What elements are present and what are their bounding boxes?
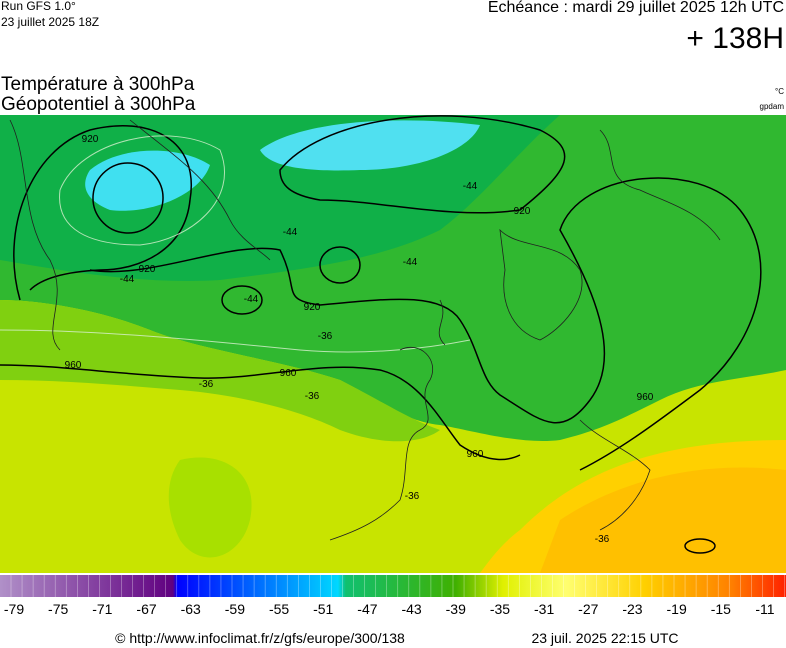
colorbar-label: -19: [667, 601, 687, 617]
temperature-label: -36: [199, 379, 214, 390]
lead-time: + 138H: [686, 22, 784, 55]
run-label: Run GFS 1.0°: [1, 0, 76, 13]
colorbar-label: -55: [269, 601, 289, 617]
colorbar-label: -15: [711, 601, 731, 617]
geopotential-label: 960: [65, 360, 82, 371]
temperature-label: -44: [463, 181, 478, 192]
colorbar-label: -11: [755, 601, 774, 617]
geopotential-label: 960: [280, 368, 297, 379]
colorbar-label: -75: [48, 601, 68, 617]
map-labels: 920 920 920 920 960 960 960 960 -44 -44 -44 -44 -44 -…: [65, 134, 654, 545]
generated-time: 23 juil. 2025 22:15 UTC: [531, 630, 678, 646]
temperature-label: -36: [595, 534, 610, 545]
unit-geopotential: gpdam: [760, 102, 785, 111]
temperature-label: -44: [244, 294, 259, 305]
temperature-label: -36: [405, 491, 420, 502]
temperature-label: -44: [283, 227, 298, 238]
colorbar-label: -67: [136, 601, 156, 617]
title-geopotential: Géopotentiel à 300hPa: [1, 94, 196, 115]
colorbar-labels: -79 -75 -71 -67 -63 -59 -55 -51 -47 -43 -39 -35 -31 -…: [4, 601, 775, 617]
unit-temperature: °C: [775, 87, 784, 96]
valid-time: Echéance : mardi 29 juillet 2025 12h UTC: [488, 0, 784, 16]
title-temperature: Température à 300hPa: [1, 74, 195, 95]
colorbar-label: -39: [446, 601, 466, 617]
geopotential-label: 960: [467, 449, 484, 460]
temperature-label: -44: [403, 257, 418, 268]
colorbar-label: -31: [534, 601, 554, 617]
run-date: 23 juillet 2025 18Z: [1, 15, 99, 29]
temperature-label: -44: [120, 274, 135, 285]
colorbar-label: -23: [622, 601, 642, 617]
geopotential-label: 960: [637, 392, 654, 403]
colorbar-label: -51: [313, 601, 333, 617]
colorbar-label: -59: [225, 601, 245, 617]
temperature-label: -36: [318, 331, 333, 342]
geopotential-label: 920: [82, 134, 99, 145]
temperature-label: -36: [305, 391, 320, 402]
colorbar: [0, 575, 786, 597]
map: [0, 115, 786, 573]
colorbar-label: -27: [578, 601, 598, 617]
geopotential-label: 920: [304, 302, 321, 313]
geopotential-label: 920: [139, 264, 156, 275]
geopotential-label: 920: [514, 206, 531, 217]
colorbar-label: -71: [92, 601, 112, 617]
colorbar-label: -47: [357, 601, 377, 617]
colorbar-label: -43: [401, 601, 421, 617]
colorbar-label: -35: [490, 601, 510, 617]
colorbar-label: -63: [181, 601, 201, 617]
colorbar-label: -79: [4, 601, 24, 617]
colorbar-dividers: [10, 575, 785, 597]
source-url: © http://www.infoclimat.fr/z/gfs/europe/…: [115, 630, 405, 646]
